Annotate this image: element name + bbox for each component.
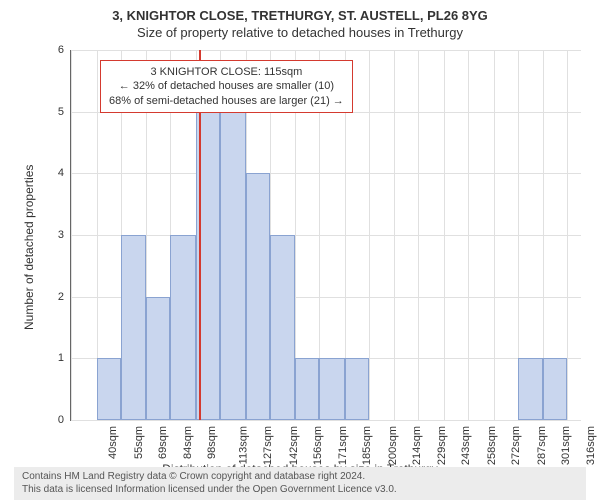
gridline-v: [418, 50, 419, 420]
gridline-h: [71, 50, 581, 51]
x-tick-label: 55sqm: [133, 426, 145, 459]
annotation-box: 3 KNIGHTOR CLOSE: 115sqm ← 32% of detach…: [100, 60, 353, 113]
x-tick-label: 127sqm: [262, 426, 274, 465]
chart-frame: 3, KNIGHTOR CLOSE, TRETHURGY, ST. AUSTEL…: [0, 0, 600, 500]
annotation-line2: ← 32% of detached houses are smaller (10…: [109, 79, 344, 93]
histogram-bar: [270, 235, 296, 420]
annotation-line1: 3 KNIGHTOR CLOSE: 115sqm: [109, 65, 344, 79]
gridline-v: [494, 50, 495, 420]
x-tick-label: 113sqm: [237, 426, 249, 464]
histogram-bar: [121, 235, 147, 420]
x-tick-label: 84sqm: [182, 426, 194, 459]
histogram-bar: [319, 358, 345, 420]
x-tick-label: 142sqm: [288, 426, 300, 465]
x-tick-label: 243sqm: [461, 426, 473, 465]
gridline-v: [71, 50, 72, 420]
footer-box: Contains HM Land Registry data © Crown c…: [14, 467, 586, 500]
y-tick-label: 4: [4, 167, 64, 179]
x-tick-label: 316sqm: [585, 426, 597, 465]
gridline-v: [468, 50, 469, 420]
footer-line1: Contains HM Land Registry data © Crown c…: [22, 471, 578, 484]
x-tick-label: 171sqm: [337, 426, 349, 465]
x-tick-label: 156sqm: [312, 426, 324, 465]
y-tick-label: 6: [4, 44, 64, 56]
x-tick-label: 40sqm: [107, 426, 119, 459]
histogram-bar: [220, 112, 246, 420]
gridline-h: [71, 420, 581, 421]
x-tick-label: 258sqm: [486, 426, 498, 465]
y-tick-label: 3: [4, 229, 64, 241]
y-tick-label: 0: [4, 414, 64, 426]
x-tick-label: 229sqm: [437, 426, 449, 465]
histogram-bar: [518, 358, 544, 420]
title-line2: Size of property relative to detached ho…: [0, 25, 600, 40]
histogram-bar: [146, 297, 170, 420]
x-tick-label: 287sqm: [536, 426, 548, 465]
y-tick-label: 2: [4, 291, 64, 303]
x-tick-label: 185sqm: [361, 426, 373, 465]
histogram-bar: [246, 173, 270, 420]
histogram-bar: [97, 358, 121, 420]
gridline-h: [71, 173, 581, 174]
x-tick-label: 301sqm: [560, 426, 572, 465]
annotation-line3: 68% of semi-detached houses are larger (…: [109, 94, 344, 108]
histogram-bar: [170, 235, 196, 420]
x-tick-label: 69sqm: [157, 426, 169, 459]
x-tick-label: 272sqm: [510, 426, 522, 465]
histogram-bar: [295, 358, 319, 420]
x-tick-label: 200sqm: [387, 426, 399, 465]
footer-line2: This data is licensed Information licens…: [22, 484, 578, 497]
y-tick-label: 5: [4, 106, 64, 118]
gridline-v: [394, 50, 395, 420]
histogram-bar: [543, 358, 567, 420]
title-line1: 3, KNIGHTOR CLOSE, TRETHURGY, ST. AUSTEL…: [0, 8, 600, 23]
x-tick-label: 98sqm: [206, 426, 218, 459]
gridline-v: [369, 50, 370, 420]
title-block: 3, KNIGHTOR CLOSE, TRETHURGY, ST. AUSTEL…: [0, 8, 600, 40]
gridline-v: [567, 50, 568, 420]
y-tick-label: 1: [4, 352, 64, 364]
y-axis-title: Number of detached properties: [22, 165, 36, 330]
histogram-bar: [345, 358, 369, 420]
x-tick-label: 214sqm: [411, 426, 423, 465]
gridline-h: [71, 235, 581, 236]
gridline-v: [444, 50, 445, 420]
